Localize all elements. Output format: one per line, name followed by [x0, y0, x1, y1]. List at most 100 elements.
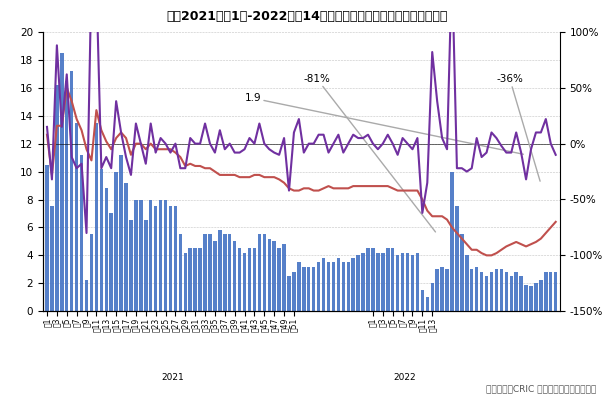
Bar [322, 258, 325, 311]
Bar [109, 213, 113, 311]
Bar [445, 269, 449, 311]
Bar [277, 248, 281, 311]
Bar [406, 253, 409, 311]
Bar [346, 263, 350, 311]
Bar [490, 272, 493, 311]
Bar [100, 169, 103, 311]
Bar [341, 263, 345, 311]
Bar [549, 272, 552, 311]
Bar [60, 53, 63, 311]
Bar [411, 255, 414, 311]
Bar [159, 200, 162, 311]
Bar [499, 269, 503, 311]
Bar [272, 241, 276, 311]
Bar [312, 267, 315, 311]
Bar [416, 253, 419, 311]
Bar [460, 235, 464, 311]
Bar [371, 248, 375, 311]
Bar [208, 235, 212, 311]
Bar [154, 207, 157, 311]
Bar [317, 263, 320, 311]
Bar [139, 200, 143, 311]
Bar [331, 263, 335, 311]
Bar [243, 253, 246, 311]
Bar [119, 155, 123, 311]
Bar [376, 253, 379, 311]
Bar [544, 272, 547, 311]
Bar [401, 253, 404, 311]
Bar [307, 267, 311, 311]
Bar [90, 235, 93, 311]
Bar [455, 207, 459, 311]
Bar [85, 280, 88, 311]
Bar [386, 248, 389, 311]
Bar [465, 255, 469, 311]
Text: 2021: 2021 [162, 373, 184, 382]
Bar [248, 248, 251, 311]
Bar [70, 71, 73, 311]
Bar [95, 123, 98, 311]
Bar [292, 272, 296, 311]
Bar [435, 269, 439, 311]
Text: 2022: 2022 [394, 373, 416, 382]
Bar [114, 172, 118, 311]
Bar [396, 255, 399, 311]
Bar [194, 248, 197, 311]
Bar [440, 267, 444, 311]
Bar [65, 81, 68, 311]
Bar [213, 241, 216, 311]
Bar [327, 263, 330, 311]
Bar [46, 164, 49, 311]
Bar [268, 239, 271, 311]
Bar [253, 248, 256, 311]
Bar [381, 253, 384, 311]
Bar [336, 258, 340, 311]
Text: 图：2021年煰1周-2022年焗14周深圳二手住房成交面积（万平方米）: 图：2021年煰1周-2022年焗14周深圳二手住房成交面积（万平方米） [167, 10, 448, 23]
Bar [525, 285, 528, 311]
Bar [105, 188, 108, 311]
Bar [520, 276, 523, 311]
Bar [494, 269, 498, 311]
Text: -36%: -36% [496, 74, 540, 181]
Bar [450, 172, 454, 311]
Bar [233, 241, 236, 311]
Bar [362, 253, 365, 311]
Bar [204, 235, 207, 311]
Bar [302, 267, 306, 311]
Bar [475, 267, 478, 311]
Bar [515, 272, 518, 311]
Bar [164, 200, 167, 311]
Bar [238, 248, 241, 311]
Bar [391, 248, 394, 311]
Bar [287, 276, 291, 311]
Bar [55, 85, 58, 311]
Bar [282, 244, 286, 311]
Bar [530, 286, 533, 311]
Bar [218, 230, 221, 311]
Bar [367, 248, 370, 311]
Text: -81%: -81% [304, 74, 435, 232]
Bar [485, 276, 488, 311]
Bar [480, 272, 483, 311]
Bar [124, 183, 128, 311]
Bar [149, 200, 153, 311]
Bar [297, 263, 301, 311]
Bar [426, 297, 429, 311]
Bar [352, 258, 355, 311]
Bar [169, 207, 172, 311]
Bar [223, 235, 226, 311]
Bar [144, 220, 148, 311]
Bar [173, 207, 177, 311]
Text: 1.9: 1.9 [245, 93, 523, 154]
Bar [539, 280, 542, 311]
Bar [189, 248, 192, 311]
Text: 数据来源：CRIC 中国房地产决策和询系统: 数据来源：CRIC 中国房地产决策和询系统 [486, 384, 597, 393]
Bar [80, 155, 83, 311]
Bar [357, 255, 360, 311]
Bar [263, 235, 266, 311]
Bar [75, 123, 78, 311]
Bar [178, 235, 182, 311]
Bar [258, 235, 261, 311]
Bar [509, 276, 513, 311]
Bar [470, 269, 474, 311]
